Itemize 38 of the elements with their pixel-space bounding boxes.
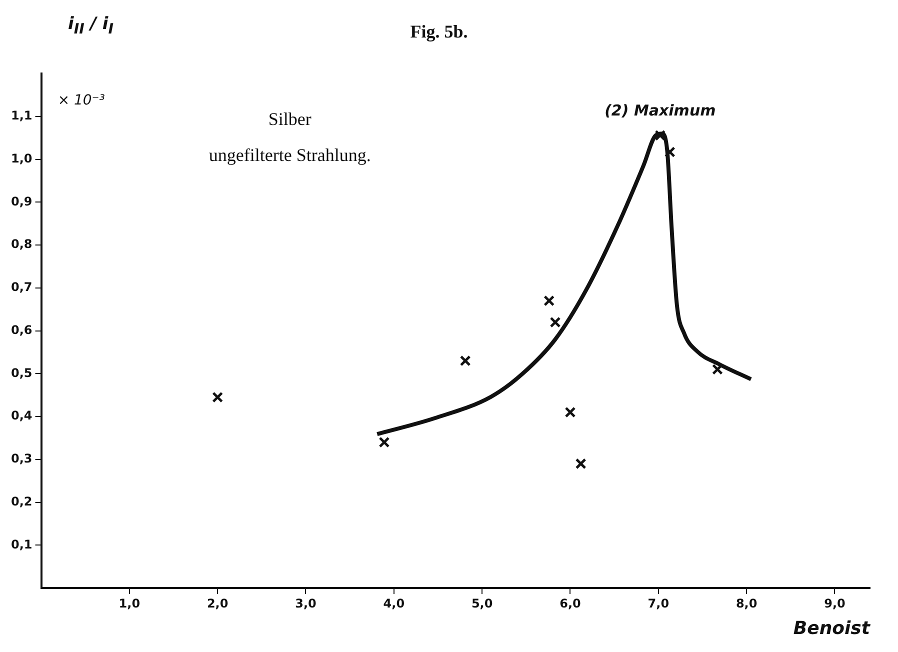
y-tick-label: 0,7 [10, 280, 32, 294]
x-tick-label: 7,0 [648, 596, 670, 610]
y-tick-label: 1,1 [10, 108, 32, 123]
annotation: (2) Maximum [604, 102, 716, 120]
y-tick-label: 0,3 [10, 452, 32, 466]
chart-title: Fig. 5b. [410, 21, 468, 42]
x-tick-label: 3,0 [295, 596, 316, 610]
point [575, 458, 586, 470]
point [544, 295, 555, 306]
y-tick-label: 0,2 [10, 494, 32, 508]
y-tick-label: 0,9 [10, 194, 32, 208]
x-tick-label: 8,0 [736, 596, 758, 610]
x-tick-label: 1,0 [118, 596, 140, 610]
annotation: Silber [268, 109, 312, 130]
y-tick-label: 0,5 [10, 366, 32, 380]
point [654, 130, 666, 141]
line-series [375, 132, 753, 436]
y-axis-title: i$_{II}$ / i$_{I}$ [68, 14, 114, 38]
point [712, 364, 723, 375]
point [564, 406, 576, 418]
y-tick-label: 0,6 [10, 322, 32, 337]
x-tick-label: 5,0 [471, 596, 493, 610]
y-tick-label: 1,0 [10, 151, 32, 166]
x-tick-label: 4,0 [383, 596, 405, 610]
point [550, 316, 561, 328]
y-tick-label: 0,1 [10, 537, 32, 552]
x-tick-label: 6,0 [560, 596, 581, 610]
y-tick-label: 0,4 [10, 408, 32, 423]
point [212, 392, 224, 403]
annotation: ungefilterte Strahlung. [208, 145, 371, 166]
point [378, 436, 390, 448]
x-axis-title: Benoist [793, 618, 872, 639]
point [664, 146, 676, 158]
x-tick-label: 9,0 [824, 596, 846, 610]
point [460, 355, 471, 366]
annotation: × 10⁻³ [58, 92, 106, 108]
x-tick-label: 2,0 [206, 596, 228, 610]
y-tick-label: 0,8 [10, 237, 32, 252]
